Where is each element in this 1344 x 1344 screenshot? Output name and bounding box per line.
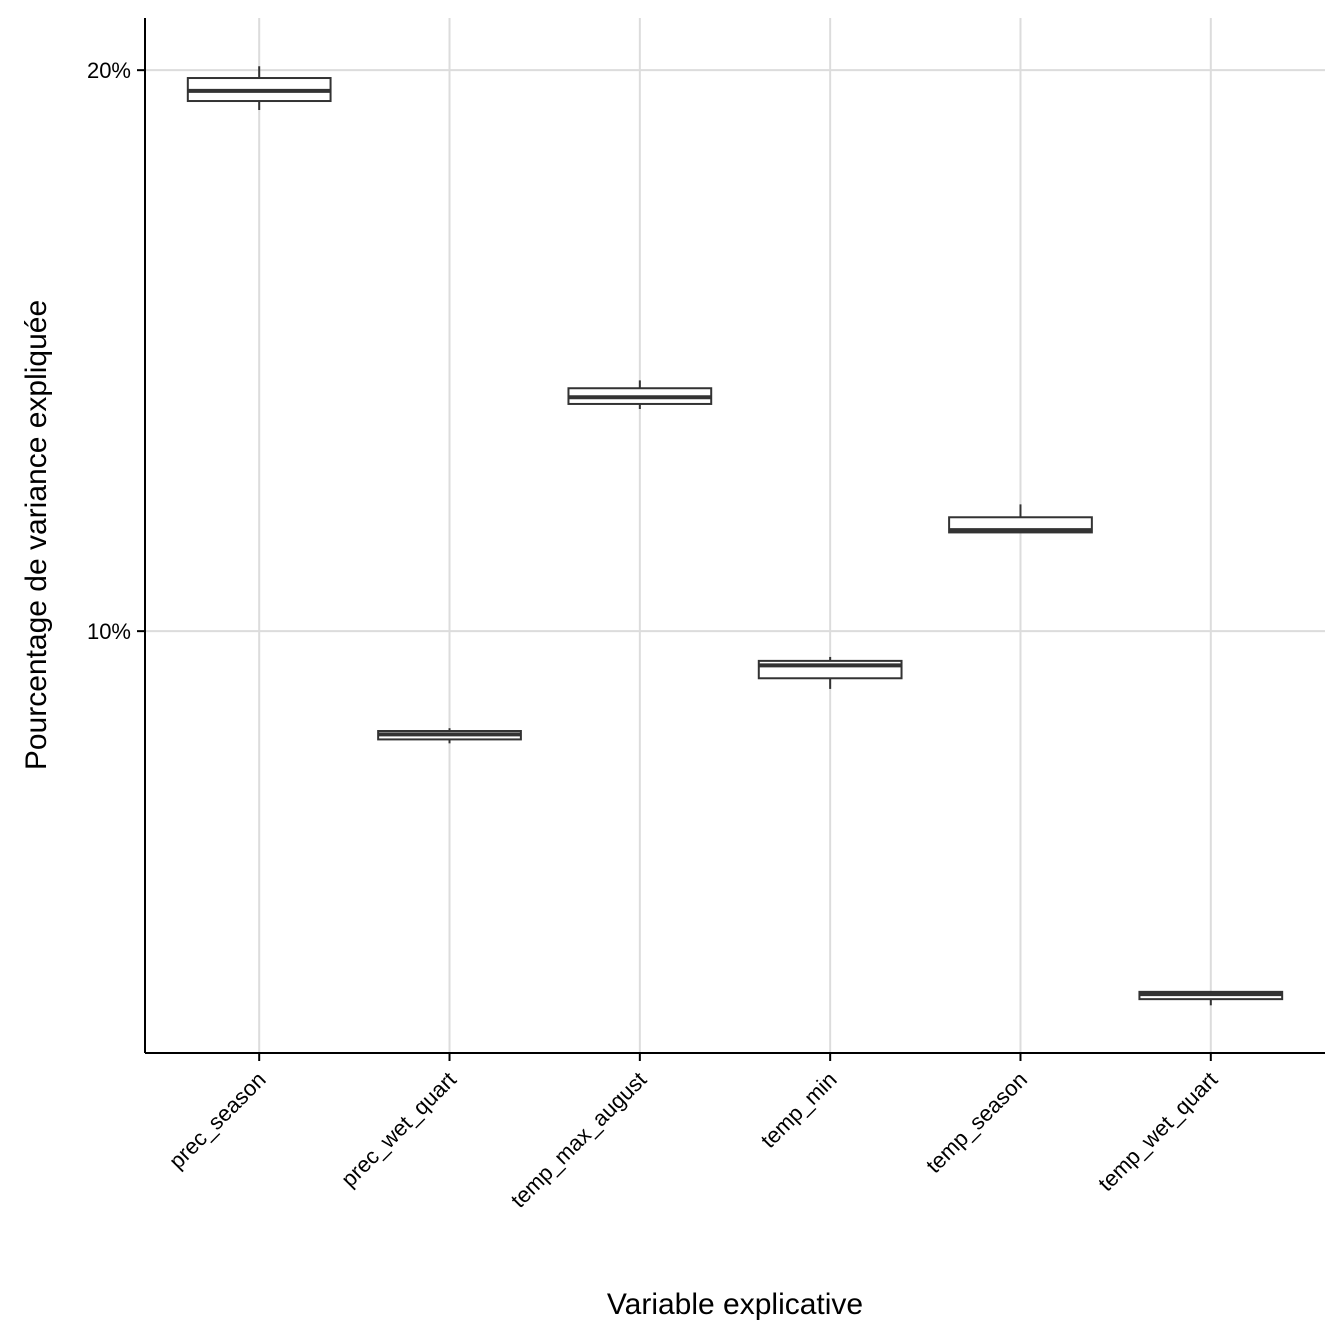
x-tick-label: temp_min (756, 1067, 842, 1153)
x-tick-label: prec_wet_quart (336, 1067, 461, 1192)
y-axis-title: Pourcentage de variance expliquée (20, 300, 53, 770)
x-tick-label: temp_max_august (506, 1067, 652, 1213)
x-tick-label: prec_season (164, 1067, 271, 1174)
y-tick-label: 10% (87, 619, 131, 644)
y-tick-label: 20% (87, 58, 131, 83)
x-tick-label: temp_wet_quart (1093, 1067, 1222, 1196)
x-tick-label: temp_season (921, 1067, 1032, 1178)
x-axis-title: Variable explicative (607, 1288, 863, 1321)
